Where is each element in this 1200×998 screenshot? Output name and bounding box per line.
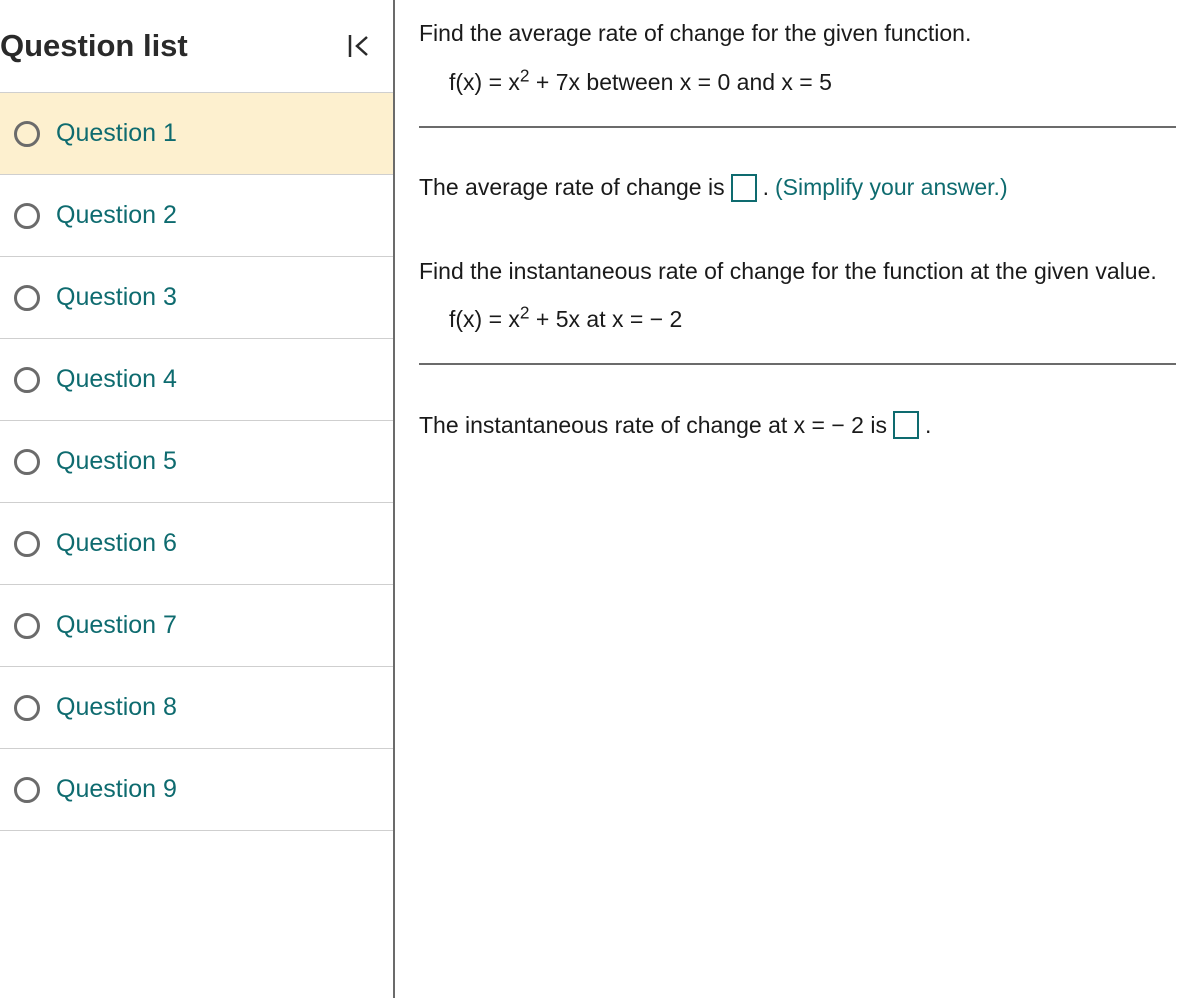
answer-prefix: The average rate of change is <box>419 174 725 201</box>
part1-prompt: Find the average rate of change for the … <box>419 16 1176 51</box>
part2-answer-row: The instantaneous rate of change at x = … <box>419 411 1176 439</box>
collapse-sidebar-icon[interactable] <box>343 30 375 62</box>
eq-rest: + 5x at x = − 2 <box>530 306 683 332</box>
sidebar-header: Question list <box>0 0 393 93</box>
question-label: Question 9 <box>56 775 177 804</box>
question-item-6[interactable]: Question 6 <box>0 503 393 585</box>
part2-prompt: Find the instantaneous rate of change fo… <box>419 254 1176 289</box>
part1-answer-row: The average rate of change is . (Simplif… <box>419 174 1176 202</box>
question-label: Question 8 <box>56 693 177 722</box>
answer-period: . <box>925 412 931 439</box>
radio-icon <box>14 777 40 803</box>
simplify-note: (Simplify your answer.) <box>775 174 1008 201</box>
answer-input-box[interactable] <box>893 411 919 439</box>
question-item-5[interactable]: Question 5 <box>0 421 393 503</box>
question-item-8[interactable]: Question 8 <box>0 667 393 749</box>
answer-prefix: The instantaneous rate of change at x = … <box>419 412 887 439</box>
question-label: Question 2 <box>56 201 177 230</box>
eq-exponent: 2 <box>520 302 530 322</box>
eq-lhs: f(x) = x <box>449 69 520 95</box>
radio-icon <box>14 449 40 475</box>
question-item-3[interactable]: Question 3 <box>0 257 393 339</box>
eq-rest: + 7x between x = 0 and x = 5 <box>530 69 832 95</box>
question-list-sidebar: Question list Question 1 Question 2 Questi… <box>0 0 395 998</box>
question-label: Question 4 <box>56 365 177 394</box>
question-label: Question 7 <box>56 611 177 640</box>
question-label: Question 3 <box>56 283 177 312</box>
radio-icon <box>14 203 40 229</box>
radio-icon <box>14 531 40 557</box>
sidebar-title: Question list <box>0 28 188 64</box>
radio-icon <box>14 367 40 393</box>
answer-input-box[interactable] <box>731 174 757 202</box>
radio-icon <box>14 613 40 639</box>
eq-lhs: f(x) = x <box>449 306 520 332</box>
section-divider <box>419 363 1176 365</box>
question-item-4[interactable]: Question 4 <box>0 339 393 421</box>
question-label: Question 5 <box>56 447 177 476</box>
answer-period: . <box>763 174 769 201</box>
question-item-7[interactable]: Question 7 <box>0 585 393 667</box>
radio-icon <box>14 121 40 147</box>
question-item-1[interactable]: Question 1 <box>0 93 393 175</box>
question-item-2[interactable]: Question 2 <box>0 175 393 257</box>
question-item-9[interactable]: Question 9 <box>0 749 393 831</box>
radio-icon <box>14 285 40 311</box>
part2-equation: f(x) = x2 + 5x at x = − 2 <box>449 306 1176 333</box>
section-divider <box>419 126 1176 128</box>
radio-icon <box>14 695 40 721</box>
question-label: Question 6 <box>56 529 177 558</box>
question-content: Find the average rate of change for the … <box>395 0 1200 998</box>
eq-exponent: 2 <box>520 65 530 85</box>
question-label: Question 1 <box>56 119 177 148</box>
part1-equation: f(x) = x2 + 7x between x = 0 and x = 5 <box>449 69 1176 96</box>
